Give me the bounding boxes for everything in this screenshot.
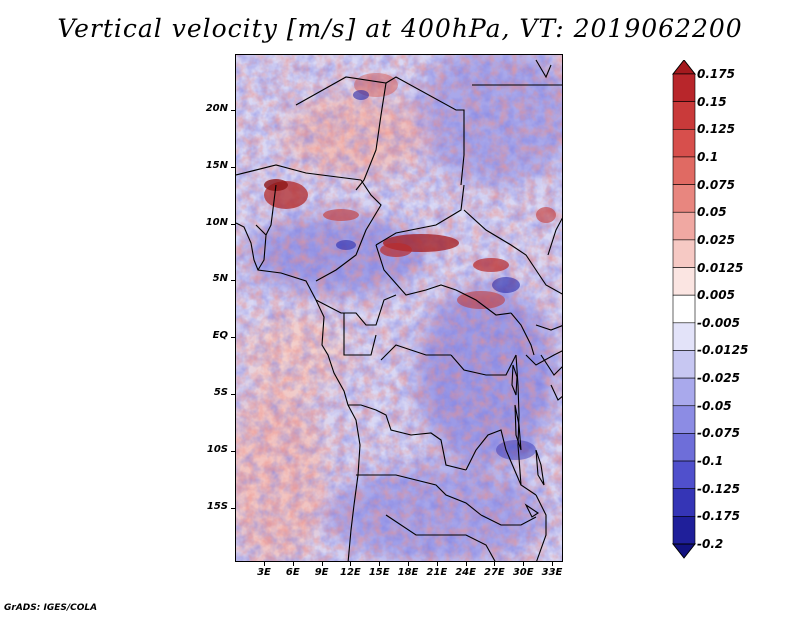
lon-tick — [292, 562, 294, 566]
grads-credit: GrADS: IGES/COLA — [4, 603, 98, 613]
colorbar-box — [672, 516, 696, 545]
lon-tick — [408, 562, 409, 566]
lon-tick — [264, 562, 265, 566]
lat-label: 10S — [206, 443, 228, 455]
lat-tick — [231, 280, 235, 282]
colorbar-label: -0.2 — [697, 537, 724, 551]
lon-tick — [321, 562, 323, 566]
lon-label: 21E — [426, 567, 448, 578]
colorbar-label: -0.0125 — [697, 343, 749, 358]
colorbar-label: 0.005 — [697, 288, 735, 303]
colorbar-box — [672, 267, 696, 296]
lon-tick — [350, 562, 352, 566]
lat-tick — [231, 394, 235, 395]
lon-label: 24E — [455, 567, 476, 578]
colorbar-box — [672, 239, 696, 268]
lon-label: 30E — [512, 567, 534, 578]
lon-label: 18E — [397, 567, 419, 578]
colorbar-box — [672, 211, 696, 241]
colorbar-label: 0.0125 — [697, 260, 744, 275]
lat-tick — [231, 507, 235, 509]
colorbar-box — [672, 184, 696, 213]
colorbar-label: -0.075 — [697, 426, 740, 441]
colorbar-box — [672, 322, 696, 351]
lon-tick — [436, 562, 438, 566]
colorbar-box — [672, 294, 696, 324]
lon-label: 6E — [285, 567, 300, 578]
colorbar-box — [672, 73, 696, 102]
lat-label: 5N — [212, 273, 228, 285]
colorbar-box — [672, 101, 696, 130]
lat-label: 10N — [205, 216, 228, 228]
lat-label: EQ — [212, 330, 228, 342]
colorbar-box — [672, 433, 696, 462]
country-borders — [236, 59, 562, 561]
lon-tick — [552, 562, 553, 566]
colorbar-box — [672, 460, 696, 490]
map-field — [236, 55, 562, 561]
lat-tick — [231, 223, 235, 225]
lat-tick — [231, 110, 235, 111]
colorbar-label: -0.125 — [697, 481, 740, 496]
colorbar — [672, 60, 696, 559]
colorbar-box — [672, 377, 696, 407]
updraft-cores — [264, 73, 556, 309]
colorbar-arrow-bottom — [672, 543, 696, 559]
colorbar-label: 0.15 — [697, 94, 727, 109]
colorbar-box — [672, 156, 696, 185]
colorbar-label: 0.1 — [697, 149, 719, 164]
colorbar-label: -0.05 — [697, 398, 732, 413]
lat-label: 20N — [205, 103, 228, 114]
colorbar-label: -0.025 — [697, 371, 740, 386]
colorbar-label: 0.025 — [697, 232, 735, 247]
red-speckle-layer — [236, 55, 562, 561]
colorbar-label: 0.05 — [697, 205, 727, 220]
downdraft-cores — [336, 90, 536, 460]
lat-tick — [231, 166, 235, 168]
lon-tick — [523, 562, 525, 566]
colorbar-box — [672, 350, 696, 379]
colorbar-label: -0.1 — [697, 454, 724, 469]
lat-label: 15N — [205, 159, 228, 171]
lon-tick — [465, 562, 467, 566]
lon-label: 33E — [541, 567, 563, 578]
colorbar-box — [672, 405, 696, 434]
lon-label: 3E — [257, 567, 271, 578]
colorbar-label: -0.005 — [697, 315, 740, 330]
lon-tick — [494, 562, 496, 566]
colorbar-label: 0.125 — [697, 122, 735, 137]
lat-label: 5S — [213, 387, 228, 398]
colorbar-box — [672, 488, 696, 517]
colorbar-arrow-top — [672, 60, 696, 75]
chart-title: Vertical velocity [m/s] at 400hPa, VT: 2… — [57, 14, 743, 43]
colorbar-label: -0.175 — [697, 509, 740, 524]
lon-label: 9E — [314, 567, 329, 578]
colorbar-label: 0.075 — [697, 177, 735, 192]
lat-label: 15S — [206, 500, 228, 512]
lon-label: 12E — [340, 567, 361, 578]
lon-label: 27E — [484, 567, 505, 578]
colorbar-label: 0.175 — [697, 67, 735, 81]
lat-tick — [231, 450, 235, 452]
lon-label: 15E — [368, 567, 390, 578]
colorbar-box — [672, 128, 696, 158]
lon-tick — [379, 562, 381, 566]
lat-tick — [231, 337, 235, 339]
map-plot-area — [235, 54, 563, 562]
